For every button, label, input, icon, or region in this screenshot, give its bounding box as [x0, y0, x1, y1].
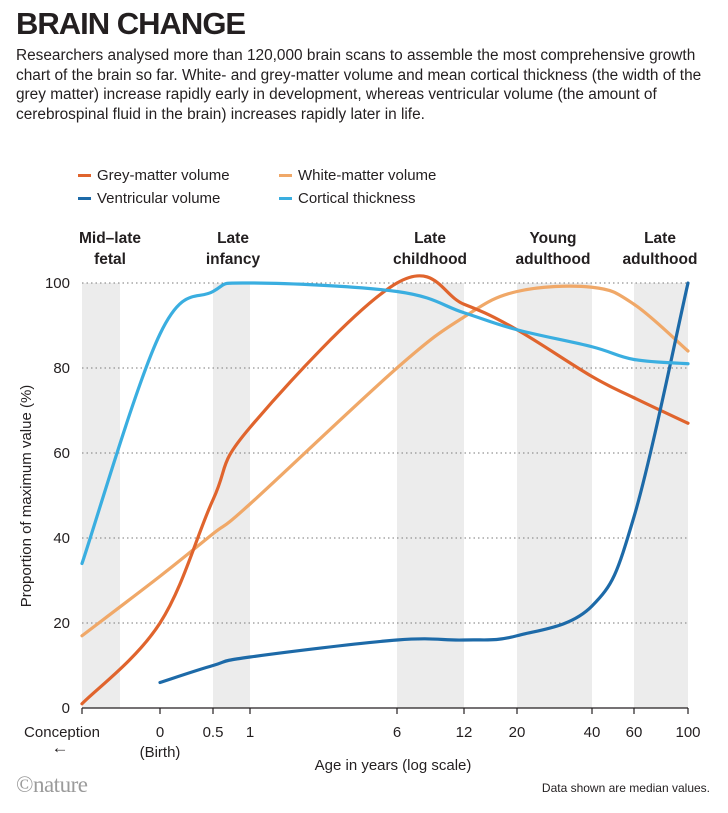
legend-item-grey: Grey-matter volume	[78, 167, 230, 184]
legend-item-cortical: Cortical thickness	[279, 190, 416, 207]
chart-title: BRAIN CHANGE	[16, 6, 246, 41]
stage-band-3	[397, 283, 464, 708]
x-tick-label: Conception	[24, 724, 100, 741]
legend-swatch-cortical	[279, 197, 292, 200]
stage-band-4	[517, 283, 592, 708]
x-tick-label: 12	[456, 724, 473, 741]
legend-item-white: White-matter volume	[279, 167, 436, 184]
y-tick-label: 0	[62, 700, 70, 717]
y-axis-label: Proportion of maximum value (%)	[18, 385, 35, 608]
x-tick-label: 6	[393, 724, 401, 741]
series-line-white	[80, 284, 690, 638]
stage-label-young-adulthood: Young adulthood	[515, 230, 591, 268]
legend-label-white: White-matter volume	[298, 167, 437, 184]
data-note: Data shown are median values.	[541, 781, 710, 795]
series-line-ventricular	[158, 281, 690, 685]
x-tick-label: 100	[675, 724, 700, 741]
chart-subtitle: Researchers analysed more than 120,000 b…	[16, 47, 702, 123]
legend-swatch-ventricular	[78, 197, 91, 200]
y-tick-label: 60	[53, 445, 70, 462]
stage-label-infancy: Late infancy	[205, 230, 261, 268]
x-tick-sublabel: (Birth)	[140, 744, 181, 761]
x-tick-label: 1	[246, 724, 254, 741]
stage-label-childhood: Late childhood	[392, 230, 468, 268]
y-tick-label: 20	[53, 615, 70, 632]
legend-swatch-white	[279, 174, 292, 177]
nature-logo: ©nature	[16, 772, 88, 797]
series-line-grey	[80, 274, 690, 706]
legend-item-ventricular: Ventricular volume	[78, 190, 220, 207]
stage-label-fetal: Mid–late fetal	[78, 230, 141, 268]
legend-label-ventricular: Ventricular volume	[97, 190, 221, 207]
x-axis-label: Age in years (log scale)	[315, 757, 472, 774]
x-tick-label: 0	[156, 724, 164, 741]
x-tick-label: 20	[509, 724, 526, 741]
series-line-cortical	[80, 281, 690, 566]
legend-label-grey: Grey-matter volume	[97, 167, 230, 184]
y-tick-label: 100	[45, 275, 70, 292]
y-tick-label: 40	[53, 530, 70, 547]
x-tick-label: 60	[626, 724, 643, 741]
legend-label-cortical: Cortical thickness	[298, 190, 416, 207]
stage-band-5	[634, 283, 688, 708]
conception-arrow: ←	[52, 738, 69, 757]
stage-band-1	[82, 283, 120, 708]
y-tick-label: 80	[53, 360, 70, 377]
x-tick-label: 40	[584, 724, 601, 741]
stage-label-late-adulthood: Late adulthood	[622, 230, 698, 268]
stage-band-2	[213, 283, 250, 708]
legend-swatch-grey	[78, 174, 91, 177]
x-tick-label: 0.5	[203, 724, 224, 741]
